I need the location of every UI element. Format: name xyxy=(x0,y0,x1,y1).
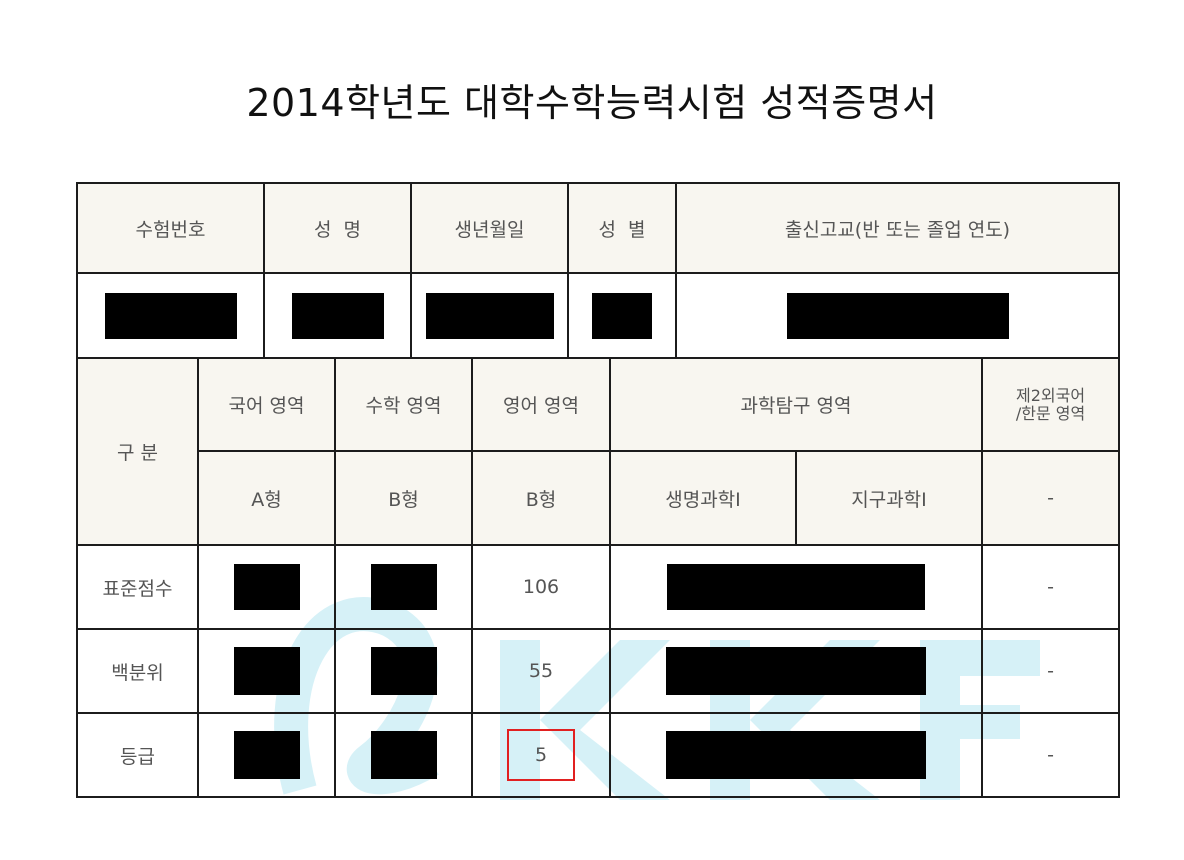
redaction-box xyxy=(786,292,1009,339)
header-exam-number: 수험번호 xyxy=(76,182,265,274)
korean-percentile xyxy=(197,628,336,714)
row-label-grade: 등급 xyxy=(76,712,199,798)
english-grade: 5 xyxy=(471,712,611,798)
subject-foreign: 제2외국어 /한문 영역 xyxy=(981,357,1121,452)
korean-grade xyxy=(197,712,336,798)
redaction-box xyxy=(291,292,384,339)
document-title: 2014학년도 대학수학능력시험 성적증명서 xyxy=(246,81,938,125)
math-percentile xyxy=(334,628,473,714)
type-foreign: - xyxy=(981,450,1121,546)
math-standard-score xyxy=(334,544,473,630)
header-high-school: 출신고교(반 또는 졸업 연도) xyxy=(675,182,1120,274)
type-math: B형 xyxy=(334,450,473,546)
type-science1: 생명과학Ⅰ xyxy=(609,450,797,546)
subject-foreign-label: 제2외국어 /한문 영역 xyxy=(1015,385,1086,423)
student-info-table: 수험번호 성 명 생년월일 성 별 출신고교(반 또는 졸업 연도) xyxy=(76,182,1120,359)
exam-number-cell xyxy=(76,272,265,359)
type-science2: 지구과학Ⅰ xyxy=(794,450,984,546)
row-header-label: 구 분 xyxy=(76,357,199,546)
redaction-box xyxy=(370,564,437,610)
name-cell xyxy=(263,272,412,359)
science-standard-score xyxy=(608,544,984,630)
science-percentile xyxy=(608,628,984,714)
header-gender: 성 별 xyxy=(567,182,677,274)
high-school-cell xyxy=(675,272,1120,359)
redaction-box xyxy=(425,292,554,339)
subject-english: 영어 영역 xyxy=(471,357,611,452)
redaction-box xyxy=(370,647,437,695)
subject-science: 과학탐구 영역 xyxy=(608,357,984,452)
subject-korean: 국어 영역 xyxy=(197,357,336,452)
header-name: 성 명 xyxy=(263,182,412,274)
subject-math: 수학 영역 xyxy=(334,357,473,452)
redaction-box xyxy=(667,564,925,610)
type-english: B형 xyxy=(471,450,611,546)
math-grade xyxy=(334,712,473,798)
redaction-box xyxy=(666,731,926,779)
science-grade xyxy=(608,712,984,798)
redaction-box xyxy=(592,292,652,339)
scores-table: 구 분 국어 영역 수학 영역 영어 영역 과학탐구 영역 제2외국어 /한문 … xyxy=(76,357,1121,798)
english-percentile: 55 xyxy=(471,628,611,714)
type-korean: A형 xyxy=(197,450,336,546)
redaction-box xyxy=(233,647,300,695)
header-birthdate: 생년월일 xyxy=(410,182,569,274)
redaction-box xyxy=(370,731,437,779)
english-standard-score: 106 xyxy=(471,544,611,630)
foreign-grade: - xyxy=(981,712,1121,798)
redaction-box xyxy=(666,647,926,695)
redaction-box xyxy=(233,731,300,779)
highlighted-grade: 5 xyxy=(507,729,575,781)
birthdate-cell xyxy=(410,272,569,359)
row-label-percentile: 백분위 xyxy=(76,628,199,714)
foreign-percentile: - xyxy=(981,628,1121,714)
redaction-box xyxy=(104,292,237,339)
gender-cell xyxy=(567,272,677,359)
foreign-standard-score: - xyxy=(981,544,1121,630)
row-label-standard-score: 표준점수 xyxy=(76,544,199,630)
korean-standard-score xyxy=(197,544,336,630)
redaction-box xyxy=(233,564,300,610)
